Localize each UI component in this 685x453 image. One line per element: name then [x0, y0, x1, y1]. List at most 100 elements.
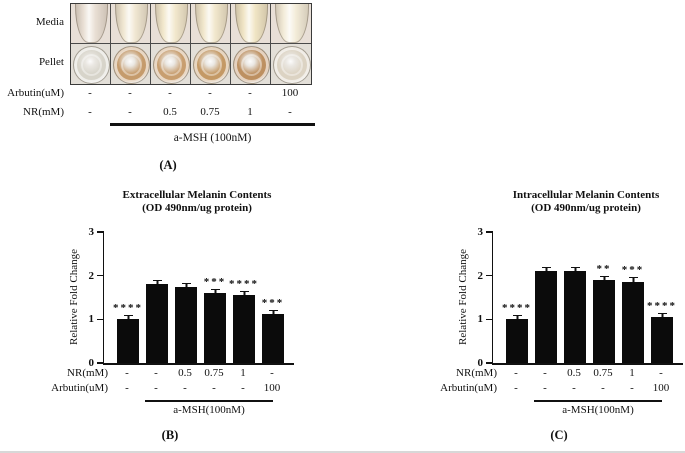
panel-a: Media Pellet Arbutin(uM) - - - - - 100 NR(mM) - -… [0, 0, 360, 185]
x-axis-value: 100 [652, 382, 670, 394]
bar [175, 287, 197, 363]
x-axis-value: - [543, 382, 547, 394]
error-bar [210, 289, 220, 294]
x-axis-value: - [241, 382, 245, 394]
y-axis-label: Relative Fold Change [68, 249, 80, 345]
well-shape [273, 45, 311, 84]
plot-area: 0 1 2 3 **** ** *** **** [478, 226, 683, 369]
bar [233, 294, 255, 363]
a-msh-bracket-label: a-MSH(100nM) [173, 404, 245, 416]
media-tube-photo [271, 4, 311, 44]
tube-shape [235, 4, 268, 43]
x-axis-value: 0.75 [204, 367, 224, 379]
well-shape [72, 45, 110, 84]
x-axis-value: - [270, 367, 274, 379]
chart-subtitle: (OD 490nm/ug protein) [531, 202, 641, 214]
x-axis-value: - [212, 382, 216, 394]
treatment-value: - [168, 87, 172, 99]
treatment-row-label: Arbutin(uM) [7, 87, 64, 99]
bar [593, 280, 615, 363]
x-axis-value: 1 [629, 367, 635, 379]
y-tick-label: 2 [88, 269, 95, 282]
x-axis-row-label: NR(mM) [67, 367, 108, 379]
x-axis-value: 0.5 [178, 367, 192, 379]
error-bar [570, 267, 580, 272]
x-axis-value: - [659, 367, 663, 379]
error-bar [181, 283, 191, 288]
well-shape [192, 45, 230, 84]
bar [262, 314, 284, 363]
bar [506, 319, 528, 363]
pellet-well-photo [151, 44, 191, 84]
media-tube-photo [111, 4, 151, 44]
pellet-well-photo [191, 44, 231, 84]
x-axis-value: - [543, 367, 547, 379]
y-tick [97, 274, 104, 277]
panel-b-chart: Extracellular Melanin Contents (OD 490nm/… [51, 185, 355, 451]
x-axis-row-label: NR(mM) [456, 367, 497, 379]
well-shape [232, 45, 270, 84]
x-axis-value: - [601, 382, 605, 394]
y-tick [97, 231, 104, 233]
significance-stars: **** [502, 302, 532, 315]
bar [622, 281, 644, 363]
media-tube-photo [191, 4, 231, 44]
y-axis-label: Relative Fold Change [457, 249, 469, 345]
chart-subtitle: (OD 490nm/ug protein) [142, 202, 252, 214]
x-axis-value: 0.5 [567, 367, 581, 379]
tube-photo-grid [70, 3, 312, 85]
treatment-value: - [248, 87, 252, 99]
treatment-value: - [88, 106, 92, 118]
a-msh-bracket-line [145, 400, 273, 402]
significance-stars: *** [203, 276, 227, 289]
panel-label: (B) [161, 428, 179, 442]
pellet-well-photo [271, 44, 311, 84]
y-tick [486, 274, 493, 277]
chart-title: Extracellular Melanin Contents [122, 189, 272, 201]
panel-c-chart: Intracellular Melanin Contents (OD 490nm/… [440, 185, 685, 451]
bar [564, 271, 586, 363]
significance-stars: *** [261, 296, 285, 309]
treatment-row-label: NR(mM) [23, 106, 64, 118]
bar [535, 271, 557, 363]
media-tube-photo [71, 4, 111, 44]
y-tick [486, 362, 493, 364]
bar [117, 319, 139, 363]
tube-shape [195, 4, 228, 43]
x-axis-value: - [125, 367, 129, 379]
well-shape [152, 45, 190, 84]
error-bar [599, 276, 609, 281]
y-tick-label: 0 [477, 357, 484, 369]
treatment-value: 1 [247, 106, 253, 118]
chart-title: Intracellular Melanin Contents [512, 189, 660, 201]
x-axis-row-label: Arbutin(uM) [51, 382, 108, 394]
significance-stars: **** [647, 300, 677, 313]
pellet-well-photo [231, 44, 271, 84]
y-tick [97, 362, 104, 364]
x-axis-value: - [154, 382, 158, 394]
treatment-value: - [288, 106, 292, 118]
media-tube-photo [151, 4, 191, 44]
bar [146, 283, 168, 363]
tube-shape [75, 4, 108, 43]
treatment-value: - [88, 87, 92, 99]
error-bar [541, 267, 551, 272]
bar [204, 293, 226, 363]
a-msh-bracket-label: a-MSH(100nM) [562, 404, 634, 416]
x-axis-value: - [154, 367, 158, 379]
significance-stars: **** [113, 302, 143, 315]
x-axis-value: - [572, 382, 576, 394]
error-bar [657, 313, 667, 318]
error-bar [628, 277, 638, 282]
treatment-value: - [128, 87, 132, 99]
y-tick-label: 1 [477, 313, 484, 326]
treatment-value: 100 [281, 87, 299, 99]
y-tick-label: 1 [88, 313, 95, 326]
bar [651, 317, 673, 363]
error-bar [268, 309, 278, 315]
x-axis-value: 0.75 [593, 367, 613, 379]
well-shape [112, 45, 150, 84]
media-tube-photo [231, 4, 271, 44]
x-axis-value: - [514, 382, 518, 394]
